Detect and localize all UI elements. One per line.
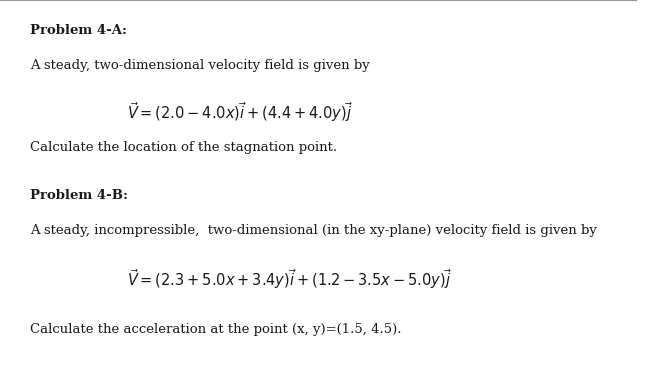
Text: Calculate the location of the stagnation point.: Calculate the location of the stagnation… — [30, 141, 337, 154]
Text: $\vec{V} = (2.0 - 4.0x)\vec{i} + (4.4 + 4.0y)\vec{j}$: $\vec{V} = (2.0 - 4.0x)\vec{i} + (4.4 + … — [127, 100, 354, 124]
Text: A steady, incompressible,  two-dimensional (in the xy-plane) velocity field is g: A steady, incompressible, two-dimensiona… — [30, 224, 597, 237]
Text: $\vec{V} = (2.3 + 5.0x + 3.4y)\vec{i} + (1.2 - 3.5x - 5.0y)\vec{j}$: $\vec{V} = (2.3 + 5.0x + 3.4y)\vec{i} + … — [127, 267, 453, 291]
Text: Calculate the acceleration at the point (x, y)=(1.5, 4.5).: Calculate the acceleration at the point … — [30, 323, 401, 336]
Text: Problem 4-B:: Problem 4-B: — [30, 189, 128, 202]
Text: A steady, two-dimensional velocity field is given by: A steady, two-dimensional velocity field… — [30, 59, 370, 72]
Text: Problem 4-A:: Problem 4-A: — [30, 24, 127, 37]
